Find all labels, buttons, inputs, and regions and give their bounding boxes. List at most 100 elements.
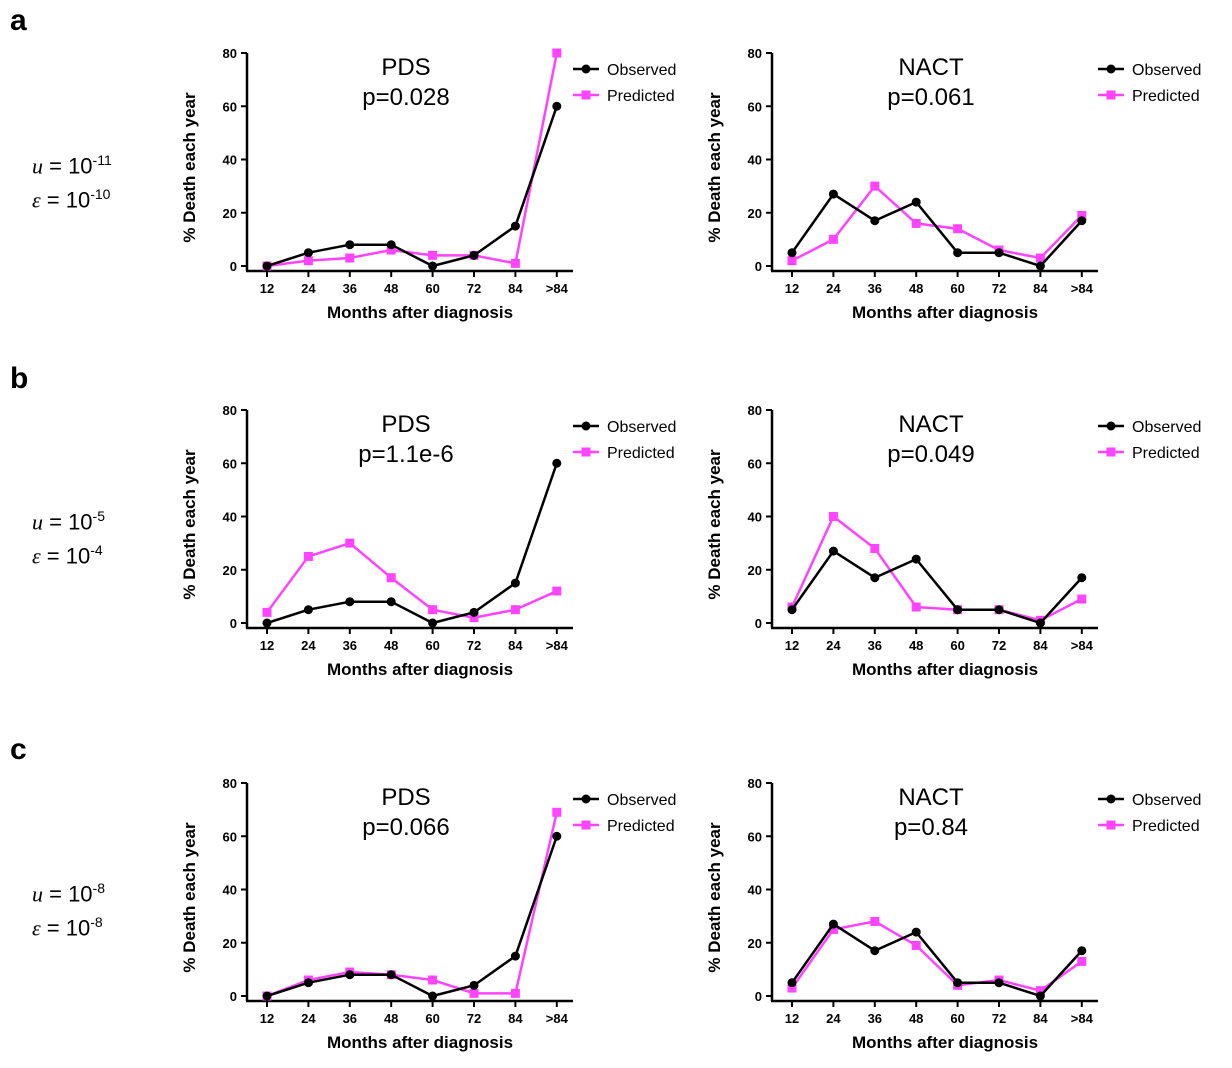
observed-point [510,951,520,961]
epsilon-param: ε = 10-10 [32,186,111,213]
predicted-line [266,812,559,998]
legend-label-observed: Observed [1132,419,1201,436]
x-tick-label: 84 [508,1011,523,1026]
x-tick-label: 84 [1033,1011,1048,1026]
predicted-point [428,250,438,260]
predicted-point [510,258,520,268]
y-tick-label: 60 [748,99,762,114]
predicted-point [386,245,396,255]
panel-title: PDS [381,784,430,811]
predicted-point [828,924,838,934]
u-param: u = 10-11 [32,152,112,179]
observed-point [1035,618,1045,628]
predicted-line [266,52,559,268]
predicted-point [1077,210,1087,220]
chart-pds-row-b: 0 20 40 60 80 12 24 36 48 60 72 84 >84 Months after d… [180,403,676,679]
predicted-point [262,607,272,617]
x-tick-label: 24 [301,638,316,653]
y-tick-label: 40 [223,153,237,168]
x-tick-label: 12 [260,281,274,296]
predicted-point [870,181,880,191]
observed-point [552,458,562,468]
predicted-line [265,541,558,619]
y-tick-label: 40 [223,510,237,525]
x-tick-label: 84 [508,638,523,653]
row-label-a: a [10,4,27,37]
x-tick-label: 12 [785,1011,799,1026]
x-tick-label: 12 [785,638,799,653]
observed-point [303,978,313,988]
y-tick-label: 60 [748,456,762,471]
y-tick-label: 40 [748,153,762,168]
legend-marker-observed [581,64,591,74]
x-tick-label: 60 [425,638,439,653]
predicted-point [386,573,396,583]
x-tick-label: 36 [868,638,882,653]
panel-subtitle: p=0.028 [362,84,449,111]
y-axis-title: % Death each year [180,92,199,243]
y-tick-label: 80 [748,46,762,61]
y-axis-title: % Death each year [705,92,724,243]
predicted-point [469,988,479,998]
panel-title: NACT [898,54,964,81]
observed-point [345,240,355,250]
y-tick-label: 40 [748,883,762,898]
legend-marker-observed [581,794,591,804]
x-tick-label: 36 [343,638,357,653]
x-tick-label: 12 [260,638,274,653]
y-tick-label: 80 [223,46,237,61]
legend-marker-observed [581,421,591,431]
u-param: u = 10-5 [32,508,105,535]
y-tick-label: 0 [755,616,762,631]
y-tick-label: 20 [748,206,762,221]
x-axis-title: Months after diagnosis [852,303,1038,322]
predicted-point [787,256,797,266]
x-tick-label: 60 [425,1011,439,1026]
y-axis-title: % Death each year [705,449,724,600]
x-tick-label: >84 [546,1011,569,1026]
y-tick-label: 0 [755,259,762,274]
legend-marker-observed [1106,421,1116,431]
observed-line [266,462,558,625]
observed-point [994,978,1004,988]
x-tick-label: 24 [826,281,841,296]
x-tick-label: 60 [425,281,439,296]
x-tick-label: 72 [467,638,481,653]
legend-label-observed: Observed [607,62,676,79]
x-tick-label: >84 [1071,1011,1094,1026]
legend-label-predicted: Predicted [607,445,675,462]
y-tick-label: 0 [230,989,237,1004]
observed-point [428,618,438,628]
observed-point [345,970,355,980]
x-tick-label: 12 [785,281,799,296]
x-tick-label: 48 [909,1011,923,1026]
observed-point [1035,261,1045,271]
x-tick-label: 24 [301,1011,316,1026]
x-tick-label: 36 [868,281,882,296]
chart-pds-row-c: 0 20 40 60 80 12 24 36 48 60 72 84 >84 Months after d… [180,776,676,1052]
observed-point [469,250,479,260]
y-tick-label: 60 [223,99,237,114]
predicted-point [510,605,520,615]
observed-point [911,927,921,937]
observed-point [911,197,921,207]
legend-marker-predicted [581,90,591,100]
panel-title: PDS [381,54,430,81]
x-tick-label: 60 [950,1011,964,1026]
predicted-point [1035,986,1045,996]
x-tick-label: 24 [826,1011,841,1026]
panel-subtitle: p=0.066 [362,814,449,841]
observed-point [787,248,797,258]
predicted-point [552,48,562,58]
y-axis-title: % Death each year [180,822,199,973]
predicted-point [787,983,797,993]
x-tick-label: 48 [384,1011,398,1026]
x-tick-label: 60 [950,638,964,653]
y-tick-label: 80 [223,776,237,791]
x-tick-label: 24 [826,638,841,653]
x-axis-title: Months after diagnosis [327,660,513,679]
legend-label-predicted: Predicted [1132,445,1200,462]
predicted-point [428,975,438,985]
chart-pds-row-a: 0 20 40 60 80 12 24 36 48 60 72 84 >84 Months after d… [180,46,676,322]
observed-point [428,261,438,271]
